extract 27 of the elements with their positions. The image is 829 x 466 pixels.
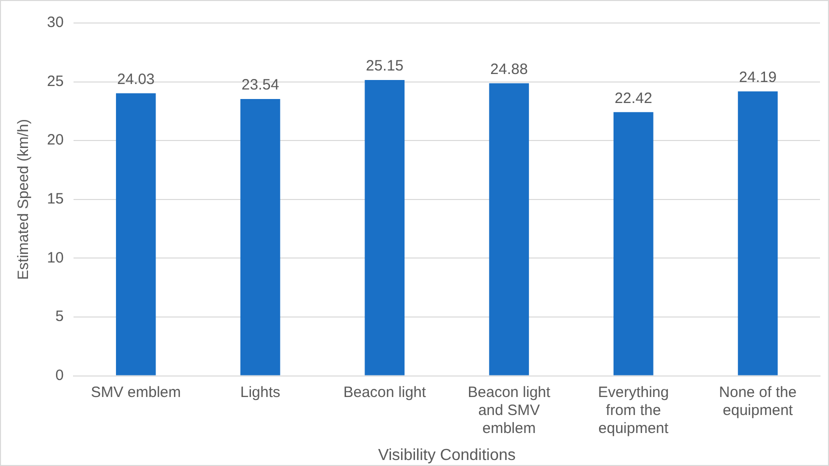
y-tick-label: 15 — [46, 190, 64, 208]
y-tick-label: 5 — [55, 308, 64, 326]
bar — [364, 80, 405, 376]
data-label: 22.42 — [614, 90, 652, 107]
data-label: 24.88 — [490, 60, 528, 78]
x-tick-label: SMV emblem — [90, 384, 181, 401]
y-tick-label: 25 — [46, 72, 64, 90]
x-axis-title: Visibility Conditions — [378, 446, 516, 464]
x-tick-label: Beacon light — [343, 384, 427, 401]
bar — [489, 83, 529, 376]
bar — [116, 93, 156, 376]
data-label: 23.54 — [241, 76, 280, 94]
x-tick-label: Everything from the equipment — [598, 384, 670, 437]
y-tick-label: 20 — [46, 132, 64, 149]
bar — [614, 112, 654, 376]
y-tick-label: 0 — [55, 366, 64, 384]
y-tick-label: 30 — [46, 14, 64, 32]
x-tick-label: None of the equipment — [719, 384, 797, 419]
x-tick-label: Beacon light and SMV emblem — [468, 384, 552, 437]
data-label: 25.15 — [366, 58, 404, 75]
y-axis-title: Estimated Speed (km/h) — [15, 118, 32, 280]
x-tick-label: Lights — [240, 384, 280, 401]
data-label: 24.03 — [117, 70, 155, 88]
data-label: 24.19 — [739, 68, 777, 86]
y-tick-label: 10 — [46, 249, 64, 266]
bar — [738, 91, 778, 376]
bar — [240, 98, 280, 376]
